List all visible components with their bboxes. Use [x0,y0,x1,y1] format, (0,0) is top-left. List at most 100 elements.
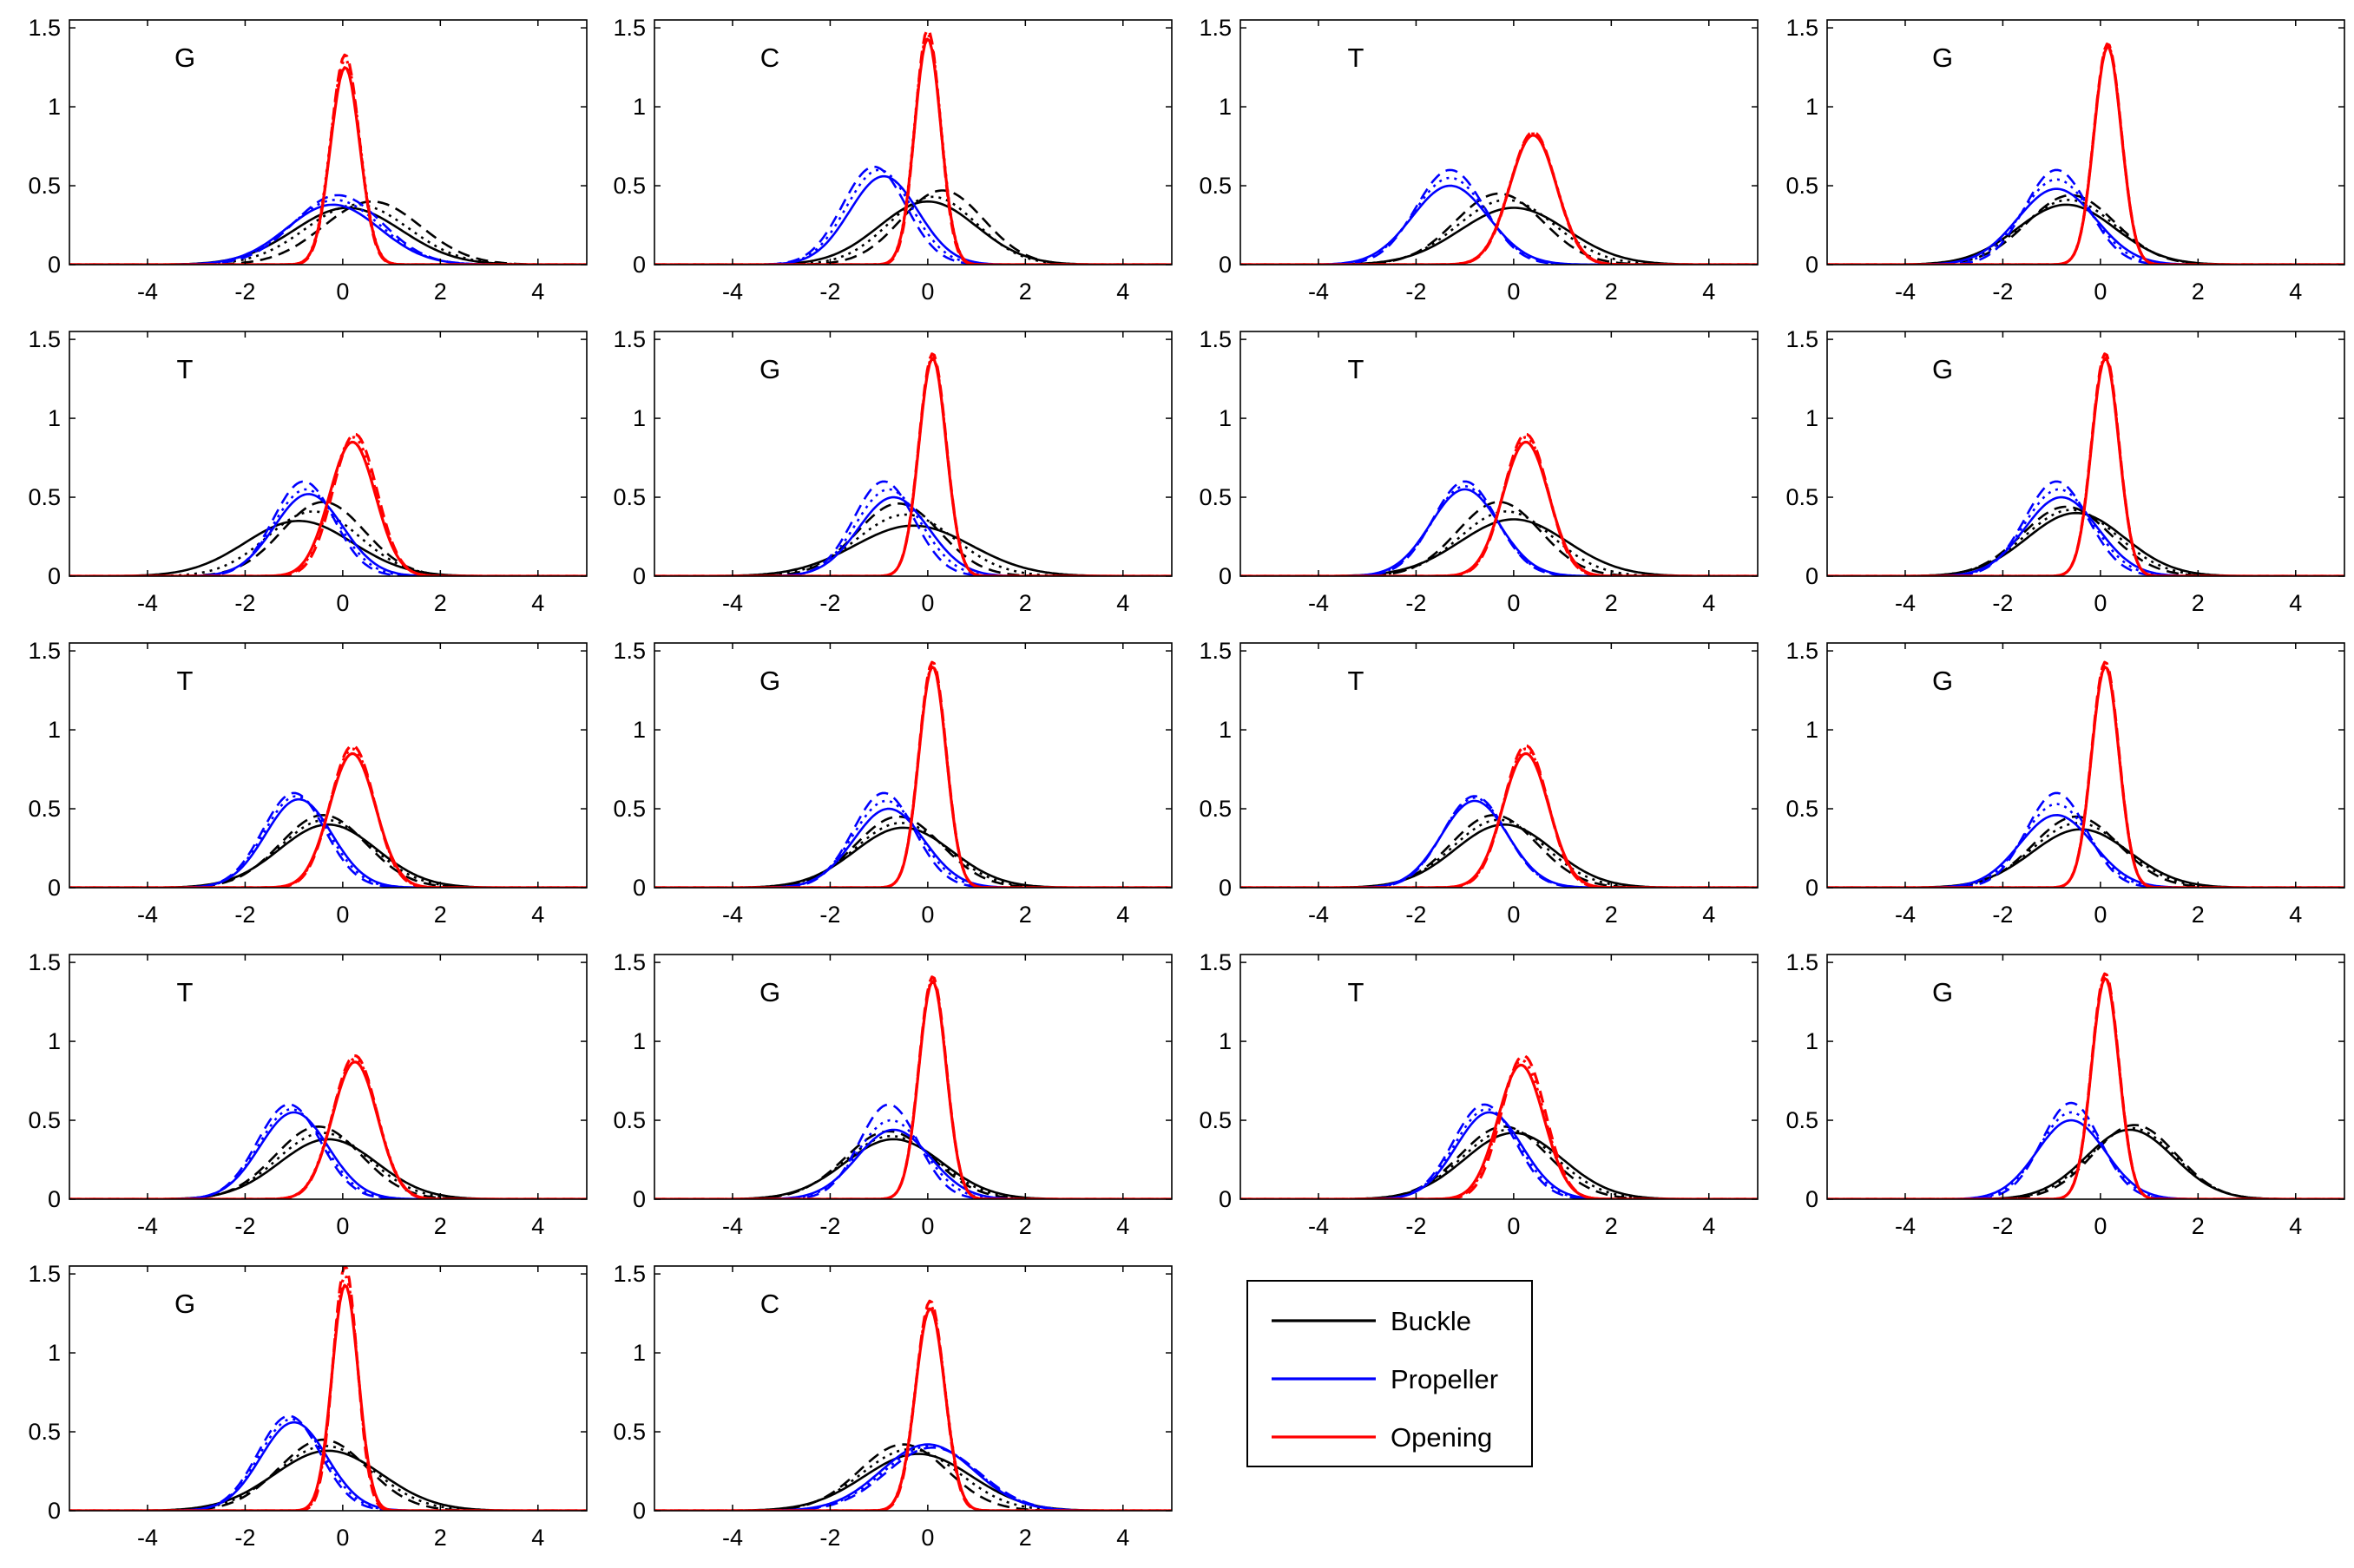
x-tick-label: 2 [1019,279,1032,305]
y-tick-label: 1 [1805,1028,1818,1054]
x-tick-label: -4 [722,279,743,305]
y-tick-label: 0 [1219,563,1232,589]
y-tick-label: 0 [1805,1186,1818,1212]
opening-curve-solid [1827,666,2344,888]
buckle-curve-solid [1240,518,1758,576]
buckle-curve-solid [69,520,587,576]
x-tick-label: 0 [336,1525,349,1551]
x-tick-label: -4 [1895,279,1916,305]
opening-curve-dashed [69,744,587,888]
panel-curves [1240,432,1758,576]
opening-curve-solid [654,37,1172,265]
x-tick-label: 2 [1605,590,1618,616]
buckle-curve-dotted [69,1445,587,1511]
y-tick-label: 1.5 [1199,15,1232,41]
y-tick-label: 0.5 [1199,796,1232,822]
opening-curve-dotted [69,58,587,265]
buckle-curve-dotted [654,513,1172,576]
x-tick-label: 0 [336,279,349,305]
x-tick-label: 4 [1702,1213,1715,1239]
panel-axes-box [654,642,1173,889]
opening-curve-solid [1240,1063,1758,1199]
propeller-curve-solid [1827,814,2344,888]
y-tick-label: 0.5 [28,173,61,199]
y-tick-label: 0.5 [28,796,61,822]
buckle-curve-dotted [1240,1128,1758,1199]
x-tick-label: -4 [722,1213,743,1239]
x-tick-label: 4 [2289,902,2302,928]
y-tick-label: 1 [48,1340,61,1366]
x-tick-label: -2 [819,590,840,616]
y-tick-label: 1 [1219,405,1232,431]
opening-curve-dashed [69,1266,587,1511]
x-tick-label: -2 [234,279,255,305]
propeller-curve-solid [1240,1111,1758,1199]
panel-label: G [759,666,780,696]
panel-curves [1827,43,2344,265]
x-tick-label: 4 [531,902,544,928]
y-tick-label: 0 [48,252,61,278]
x-tick-label: 0 [1507,590,1520,616]
panel-8: -4 -2 0 2 4 0 0.5 1 1.5 G [1785,326,2345,616]
propeller-curve-dashed [1240,795,1758,888]
propeller-curve-solid [654,1128,1172,1199]
opening-curve-solid [1240,440,1758,576]
buckle-curve-dotted [654,822,1172,888]
y-tick-label: 0.5 [1785,173,1818,199]
x-tick-label: 2 [1019,1525,1032,1551]
panel-label: G [1932,354,1953,384]
y-tick-label: 0 [633,875,646,901]
buckle-curve-dotted [69,510,587,576]
y-tick-label: 0 [633,252,646,278]
panel-curves [1827,352,2344,576]
propeller-curve-dotted [69,488,587,576]
x-tick-label: -4 [1308,590,1329,616]
panel-curves [69,1054,587,1199]
panel-axes-box [1239,331,1759,577]
y-tick-label: 1 [1805,94,1818,120]
y-tick-label: 1 [1219,94,1232,120]
propeller-curve-dashed [654,1446,1172,1511]
x-tick-label: 4 [2289,1213,2302,1239]
buckle-curve-dashed [1827,505,2344,576]
x-tick-label: 2 [434,279,447,305]
x-tick-label: -4 [722,590,743,616]
panel-1: -4 -2 0 2 4 0 0.5 1 1.5 G [28,15,588,305]
buckle-curve-solid [654,200,1172,265]
x-tick-label: 0 [1507,902,1520,928]
x-tick-label: -4 [1895,590,1916,616]
x-tick-label: -4 [1308,279,1329,305]
y-tick-label: 0.5 [1199,484,1232,510]
y-tick-label: 0 [633,1498,646,1524]
x-tick-label: -4 [1895,1213,1916,1239]
panel-label: C [760,1289,779,1319]
x-tick-label: 0 [921,590,934,616]
propeller-curve-dashed [69,1103,587,1199]
buckle-curve-solid [69,207,587,265]
panel-axes-box [1826,954,2345,1200]
buckle-curve-dotted [1827,508,2344,576]
x-tick-label: 4 [1702,902,1715,928]
buckle-curve-dashed [69,200,587,265]
legend-label-buckle: Buckle [1391,1306,1471,1336]
x-tick-label: -4 [137,902,158,928]
y-tick-label: 0 [1805,875,1818,901]
y-tick-label: 0.5 [613,1107,646,1133]
propeller-curve-dotted [69,199,587,265]
panel-15: -4 -2 0 2 4 0 0.5 1 1.5 T [1199,949,1759,1239]
y-tick-label: 0 [633,1186,646,1212]
panel-label: T [1348,666,1364,696]
x-tick-label: -2 [1992,590,2013,616]
propeller-curve-dashed [1240,480,1758,576]
buckle-curve-solid [1240,823,1758,888]
propeller-curve-dotted [69,1418,587,1511]
y-tick-label: 0.5 [1785,1107,1818,1133]
opening-curve-dashed [1240,130,1758,265]
buckle-curve-dotted [654,1447,1172,1511]
y-tick-label: 1 [633,1340,646,1366]
y-tick-label: 0.5 [28,1107,61,1133]
opening-curve-dotted [1827,355,2344,576]
panel-3: -4 -2 0 2 4 0 0.5 1 1.5 T [1199,15,1759,305]
x-tick-label: 4 [1116,902,1129,928]
y-tick-label: 1 [48,405,61,431]
